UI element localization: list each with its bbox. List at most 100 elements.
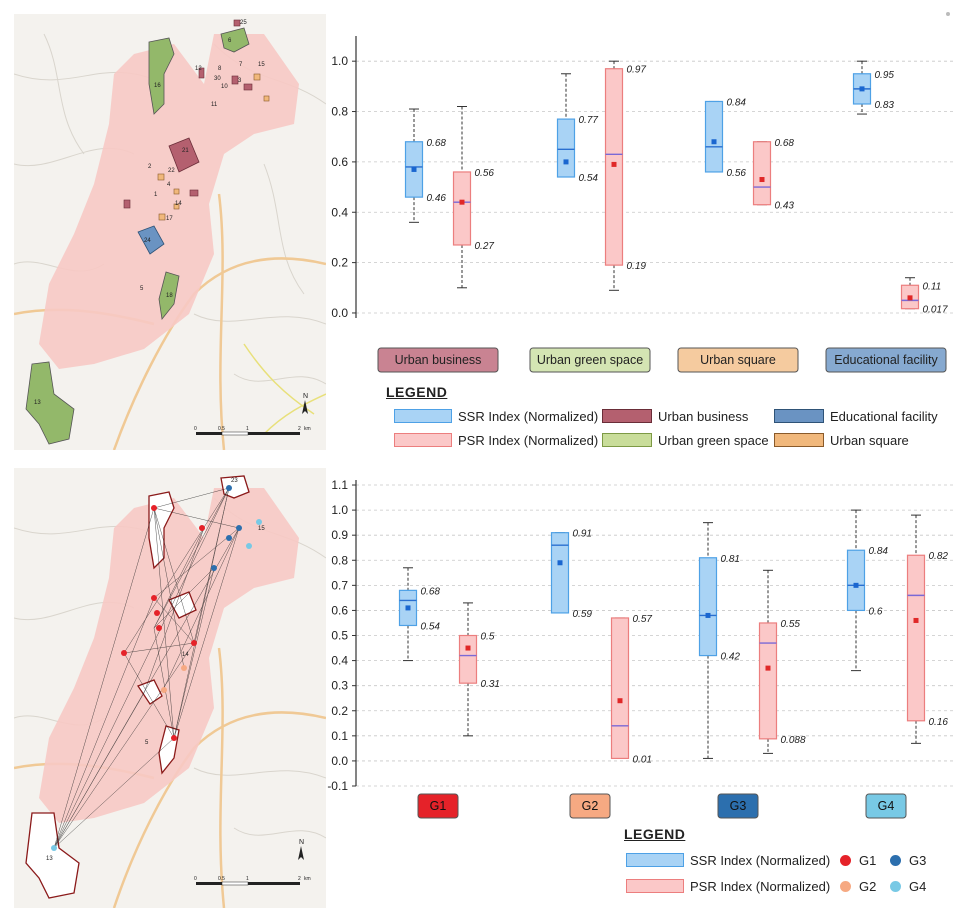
q3-label: 0.77 (579, 115, 599, 126)
y-tick-label: 0.2 (331, 256, 348, 270)
y-tick-label: 0.4 (331, 654, 348, 668)
q1-label: 0.19 (627, 261, 647, 272)
category-label: Urban square (700, 353, 776, 367)
legend-item-g3: G3 (890, 852, 926, 868)
psr-box (604, 68, 624, 266)
legend-item-g4: G4 (890, 878, 926, 894)
q3-label: 0.57 (633, 614, 653, 625)
svg-text:2: 2 (298, 876, 301, 882)
psr-box (458, 634, 478, 684)
legend-groups: LEGEND SSR Index (Normalized) PSR Index … (620, 826, 970, 906)
y-tick-label: 0.7 (331, 578, 348, 592)
north-arrow-icon: N (298, 839, 304, 860)
category-label-box (865, 793, 907, 819)
ssr-box (556, 118, 576, 178)
site-label: 6 (228, 38, 232, 44)
boxplot-categories: 0.0 0.2 0.4 0.6 0.8 1.0 0.68 0.46 0.56 0.27 Urban … (326, 28, 971, 382)
urban-business-swatch (602, 409, 652, 423)
legend-item-urban-square: Urban square (774, 432, 909, 448)
site-label: 14 (182, 652, 189, 658)
q3-label: 0.95 (875, 70, 895, 81)
q3-label: 0.55 (781, 619, 801, 630)
mean-marker (853, 582, 859, 588)
category-label: Urban business (395, 353, 482, 367)
site-label: 4 (167, 182, 171, 188)
mean-marker (711, 139, 717, 145)
site-label: 2 (148, 164, 152, 170)
site-label: 16 (154, 83, 161, 89)
svg-text:0: 0 (194, 426, 197, 432)
mean-marker (611, 161, 617, 167)
psr-swatch (394, 433, 452, 447)
q1-label: 0.83 (875, 100, 895, 111)
scale-bar: 0 0.5 1 2 km (194, 876, 311, 886)
svg-text:0.5: 0.5 (218, 426, 225, 432)
category-label: G3 (730, 799, 747, 813)
y-tick-label: 0.9 (331, 528, 348, 542)
north-label: N (303, 393, 308, 400)
chart-svg: 0.0 0.2 0.4 0.6 0.8 1.0 0.68 0.46 0.56 0.27 Urban … (331, 36, 956, 373)
psr-swatch (626, 879, 684, 893)
q1-label: 0.017 (923, 305, 948, 316)
mean-marker (617, 698, 623, 704)
q3-label: 0.5 (481, 632, 495, 643)
q3-label: 0.82 (929, 551, 949, 562)
urban-green-space-swatch (602, 433, 652, 447)
psr-box (452, 171, 472, 246)
y-tick-label: -0.1 (327, 779, 348, 793)
urban-square-swatch (774, 433, 824, 447)
north-arrow-icon: N (302, 393, 308, 414)
mean-marker (759, 177, 765, 183)
q1-label: 0.01 (633, 754, 652, 765)
psr-box (758, 622, 778, 740)
category-label: Urban green space (537, 353, 643, 367)
map-svg: 25 6 16 12 8 7 15 30 10 3 11 21 2 22 4 1… (14, 14, 326, 450)
q1-label: 0.088 (781, 735, 806, 746)
category-label-box (717, 793, 759, 819)
category-label-box (417, 793, 459, 819)
site-label: 22 (168, 168, 175, 174)
site-map-groups: 23 15 14 5 13 N 0 0.5 1 2 km (14, 468, 326, 908)
q3-label: 0.81 (721, 554, 740, 565)
psr-box (610, 617, 630, 760)
q3-label: 0.84 (727, 97, 747, 108)
q1-label: 0.59 (573, 609, 593, 620)
site-label: 15 (258, 526, 265, 532)
q3-label: 0.84 (869, 546, 889, 557)
q1-label: 0.31 (481, 679, 500, 690)
y-tick-label: 1.1 (331, 478, 348, 492)
site-label: 7 (239, 62, 243, 68)
svg-text:2: 2 (298, 426, 301, 432)
y-tick-label: 0.4 (331, 205, 348, 219)
site-label: 12 (195, 66, 202, 72)
site-label: 3 (238, 78, 242, 84)
legend-item-urban-green-space: Urban green space (602, 432, 769, 448)
category-label-box (569, 793, 611, 819)
y-tick-label: 0.8 (331, 105, 348, 119)
legend-item-g1: G1 (840, 852, 876, 868)
category-label: G4 (878, 799, 895, 813)
y-tick-label: 1.0 (331, 503, 348, 517)
mean-marker (557, 560, 563, 566)
mean-marker (563, 159, 569, 165)
ssr-box (704, 100, 724, 173)
north-label: N (299, 839, 304, 846)
ssr-box (550, 532, 570, 614)
q3-label: 0.68 (427, 138, 447, 149)
mean-marker (405, 605, 411, 611)
mean-marker (765, 665, 771, 671)
q1-label: 0.54 (421, 621, 441, 632)
category-label-box (825, 347, 947, 373)
svg-text:km: km (304, 426, 311, 432)
g3-dot (890, 854, 901, 866)
map-svg: 23 15 14 5 13 N 0 0.5 1 2 km (14, 468, 326, 908)
mean-marker (913, 617, 919, 623)
site-label: 18 (166, 293, 173, 299)
psr-box (906, 554, 926, 722)
category-label-box (677, 347, 799, 373)
site-label: 5 (145, 740, 149, 746)
site-label: 13 (34, 400, 41, 406)
legend-item-ssr: SSR Index (Normalized) (394, 408, 598, 424)
corner-dot (946, 12, 950, 16)
mean-marker (411, 166, 417, 172)
